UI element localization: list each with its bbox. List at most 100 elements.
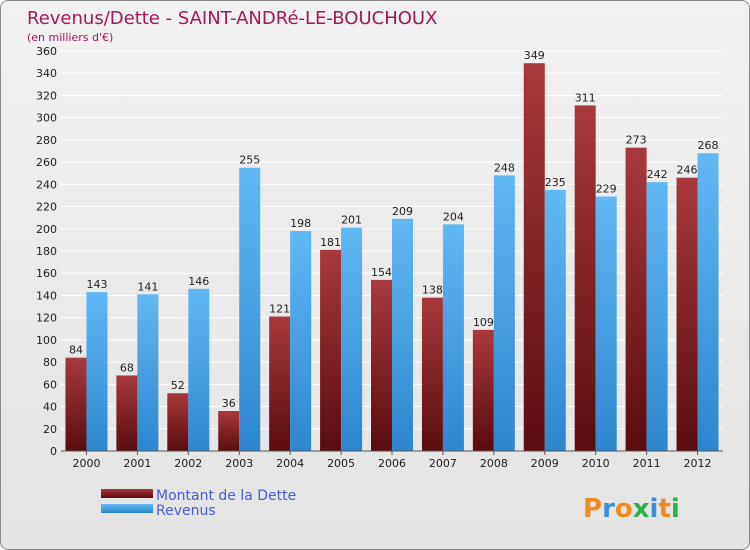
data-label: 311 [575,91,596,104]
y-tick-label: 60 [43,378,57,391]
logo-letter: i [650,494,659,524]
data-label: 201 [341,214,362,227]
y-tick-label: 40 [43,401,57,414]
data-label: 84 [69,344,83,357]
logo-letter: o [615,494,633,524]
y-tick-label: 160 [36,267,57,280]
proxiti-logo: Proxiti [583,494,680,524]
y-tick-label: 20 [43,423,57,436]
bar-dette [625,147,647,451]
data-label: 52 [171,379,185,392]
x-tick-label: 2009 [531,457,559,470]
x-tick-label: 2006 [378,457,406,470]
x-tick-label: 2000 [72,457,100,470]
bar-dette [371,279,392,451]
y-tick-label: 140 [36,289,57,302]
y-tick-label: 80 [43,356,57,369]
data-label: 198 [290,217,311,230]
bar-dette [320,249,342,451]
bar-revenus [646,182,668,451]
x-tick-label: 2007 [429,457,457,470]
legend-label-dette: Montant de la Dette [156,488,296,504]
bar-revenus [595,196,617,451]
legend-label-revenus: Revenus [156,503,216,519]
data-label: 246 [677,164,698,177]
grid-lines [61,50,723,452]
bar-dette [218,411,240,451]
data-label: 36 [222,397,236,410]
y-axis-ticks: 0 20 40 60 80 100 120 140 160 180 200 220 240 260 280 3… [36,45,57,458]
y-tick-label: 360 [36,45,57,58]
data-label: 235 [545,176,566,189]
data-label: 268 [698,139,719,152]
bar-revenus [697,153,719,451]
bar-dette [167,393,189,451]
bar-dette [676,177,698,451]
y-tick-label: 180 [36,245,57,258]
x-tick-label: 2010 [582,457,610,470]
y-tick-label: 280 [36,134,57,147]
data-label: 349 [524,49,545,62]
y-tick-label: 240 [36,178,57,191]
chart-title: Revenus/Dette - SAINT-ANDRé-LE-BOUCHOUX [27,8,437,29]
data-label: 273 [626,134,647,147]
data-label: 143 [86,278,107,291]
bar-dette [65,357,87,451]
bar-revenus [137,294,159,451]
x-tick-label: 2011 [633,457,661,470]
x-tick-label: 2005 [327,457,355,470]
logo-letter: t [658,494,670,524]
bar-dette [269,316,291,451]
y-tick-label: 220 [36,201,57,214]
x-tick-label: 2008 [480,457,508,470]
data-label: 229 [596,183,617,196]
logo-letter: r [602,494,615,524]
y-tick-label: 320 [36,89,57,102]
y-tick-label: 100 [36,334,57,347]
bar-revenus [493,175,515,451]
data-label: 109 [473,316,494,329]
bar-revenus [442,224,464,451]
data-label: 248 [494,161,515,174]
bar-dette [523,63,545,451]
bar-dette [574,105,596,451]
x-axis-ticks: 2000 2001 2002 2003 2004 2005 2006 2007 2008 2009… [72,451,712,470]
bar-revenus [341,227,363,451]
bar-dette [472,329,494,451]
y-tick-label: 0 [50,445,57,458]
data-label: 121 [269,303,290,316]
bar-dette [116,375,138,451]
legend: Montant de la Dette Revenus [101,488,296,519]
data-label: 68 [120,361,134,374]
bar-dette [421,297,443,451]
bar-revenus [290,231,312,451]
bar-revenus [392,218,413,451]
data-label: 154 [371,266,392,279]
logo-text: Proxiti [583,494,680,524]
data-label: 204 [443,210,464,223]
legend-swatch-revenus [101,504,153,513]
data-label: 209 [392,205,413,218]
logo-letter: i [671,494,680,524]
y-tick-label: 260 [36,156,57,169]
bar-revenus [188,288,210,451]
data-label: 138 [422,284,443,297]
data-label: 146 [188,275,209,288]
x-tick-label: 2004 [276,457,304,470]
data-label: 141 [137,280,158,293]
x-tick-label: 2001 [123,457,151,470]
bar-revenus [544,189,566,451]
data-label: 255 [239,154,260,167]
bar-revenus [86,292,108,451]
chart-subtitle: (en milliers d'€) [27,31,113,44]
legend-swatch-dette [101,489,153,498]
y-tick-label: 120 [36,312,57,325]
y-tick-label: 200 [36,223,57,236]
x-tick-label: 2002 [174,457,202,470]
y-tick-label: 340 [36,67,57,80]
logo-letter: P [583,494,602,524]
logo-letter: x [633,494,650,524]
